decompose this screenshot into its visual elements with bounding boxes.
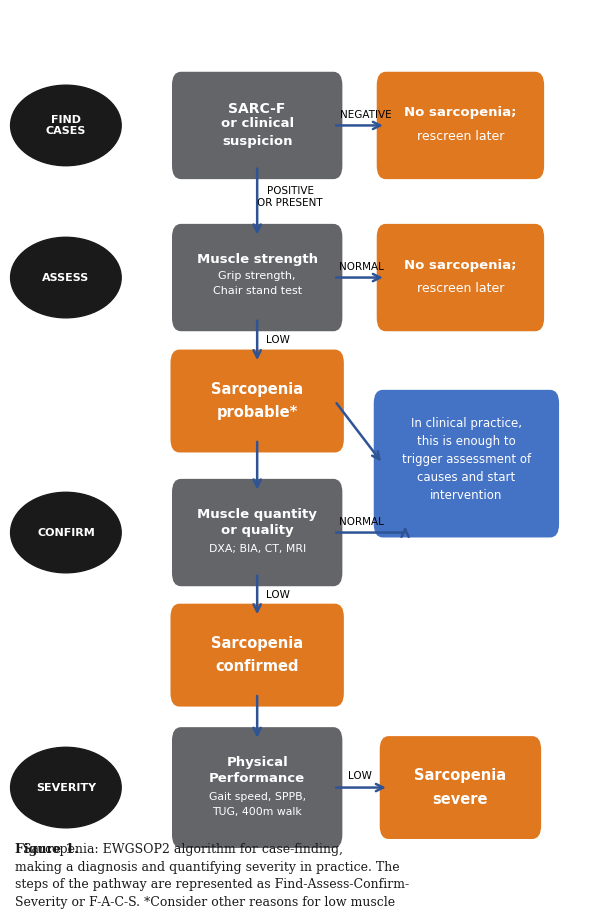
Text: POSITIVE
OR PRESENT: POSITIVE OR PRESENT [257, 186, 323, 208]
Text: severe: severe [432, 792, 488, 807]
FancyBboxPatch shape [172, 727, 342, 848]
Text: LOW: LOW [348, 771, 372, 781]
Text: Grip strength,: Grip strength, [218, 271, 296, 281]
Text: rescreen later: rescreen later [417, 130, 504, 142]
Text: Sarcopenia: Sarcopenia [211, 382, 303, 397]
Text: LOW: LOW [266, 590, 290, 600]
Ellipse shape [10, 492, 121, 572]
FancyBboxPatch shape [172, 479, 342, 586]
Text: Sarcopenia: Sarcopenia [414, 769, 506, 783]
Text: or clinical: or clinical [221, 117, 294, 131]
Text: LOW: LOW [266, 335, 290, 345]
Text: Sarcopenia: Sarcopenia [211, 636, 303, 651]
Ellipse shape [10, 85, 121, 166]
Text: Muscle strength: Muscle strength [196, 253, 318, 267]
FancyBboxPatch shape [170, 603, 344, 707]
Text: Muscle quantity: Muscle quantity [197, 509, 317, 521]
Text: NEGATIVE: NEGATIVE [340, 110, 392, 120]
FancyBboxPatch shape [377, 224, 544, 331]
Text: probable*: probable* [217, 405, 298, 420]
Text: ASSESS: ASSESS [42, 273, 90, 282]
Text: TUG, 400m walk: TUG, 400m walk [212, 807, 302, 817]
Text: suspicion: suspicion [222, 135, 292, 148]
Text: SARC-F: SARC-F [229, 102, 286, 116]
Text: Gait speed, SPPB,: Gait speed, SPPB, [209, 792, 306, 802]
Text: No sarcopenia;: No sarcopenia; [404, 107, 517, 120]
FancyBboxPatch shape [377, 72, 544, 179]
FancyBboxPatch shape [379, 736, 541, 839]
Text: confirmed: confirmed [215, 659, 299, 675]
FancyBboxPatch shape [170, 350, 344, 453]
FancyBboxPatch shape [172, 72, 342, 179]
Text: Chair stand test: Chair stand test [213, 286, 302, 296]
Ellipse shape [10, 237, 121, 318]
Text: NORMAL: NORMAL [339, 262, 384, 272]
Text: rescreen later: rescreen later [417, 282, 504, 295]
FancyBboxPatch shape [172, 224, 342, 331]
Text: Physical: Physical [226, 756, 288, 769]
Text: Figure 1.: Figure 1. [15, 843, 79, 856]
Ellipse shape [10, 747, 121, 828]
Text: DXA; BIA, CT, MRI: DXA; BIA, CT, MRI [209, 543, 306, 553]
Text: SEVERITY: SEVERITY [36, 782, 96, 792]
Text: No sarcopenia;: No sarcopenia; [404, 258, 517, 271]
Text: Performance: Performance [209, 772, 305, 785]
Text: or quality: or quality [221, 524, 293, 537]
Text: CONFIRM: CONFIRM [37, 528, 95, 538]
Text: Sarcopenia: EWGSOP2 algorithm for case-finding,
making a diagnosis and quantifyi: Sarcopenia: EWGSOP2 algorithm for case-f… [15, 843, 413, 913]
Text: In clinical practice,
this is enough to
trigger assessment of
causes and start
i: In clinical practice, this is enough to … [402, 416, 531, 501]
Text: NORMAL: NORMAL [339, 517, 384, 527]
FancyBboxPatch shape [374, 390, 559, 538]
Text: FIND
CASES: FIND CASES [46, 115, 86, 136]
